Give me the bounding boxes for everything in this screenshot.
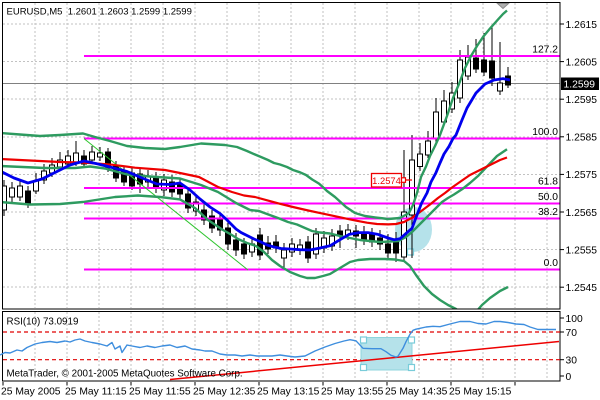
svg-text:1.2615: 1.2615 bbox=[566, 20, 598, 31]
svg-text:30: 30 bbox=[566, 356, 578, 367]
svg-text:1.2605: 1.2605 bbox=[566, 57, 598, 68]
svg-text:MetaTrader, © 2001-2005 MetaQu: MetaTrader, © 2001-2005 MetaQuotes Softw… bbox=[7, 369, 243, 380]
svg-text:1.2545: 1.2545 bbox=[566, 283, 598, 294]
svg-text:127.2: 127.2 bbox=[532, 45, 558, 56]
svg-text:25 May 12:35: 25 May 12:35 bbox=[193, 387, 256, 398]
svg-text:1.2574: 1.2574 bbox=[372, 175, 401, 186]
svg-text:61.8: 61.8 bbox=[538, 177, 558, 188]
svg-text:1.2555: 1.2555 bbox=[566, 245, 598, 256]
svg-text:25 May 2005: 25 May 2005 bbox=[1, 387, 61, 398]
svg-text:25 May 15:15: 25 May 15:15 bbox=[449, 387, 512, 398]
svg-text:1.2565: 1.2565 bbox=[566, 208, 598, 219]
svg-text:25 May 13:15: 25 May 13:15 bbox=[257, 387, 320, 398]
svg-text:1.2575: 1.2575 bbox=[566, 170, 598, 181]
svg-text:50.0: 50.0 bbox=[538, 192, 558, 203]
svg-text:70: 70 bbox=[566, 328, 578, 339]
svg-text:25 May 11:15: 25 May 11:15 bbox=[65, 387, 127, 398]
svg-text:1.2595: 1.2595 bbox=[566, 95, 598, 106]
svg-text:100.0: 100.0 bbox=[532, 127, 558, 138]
svg-text:25 May 14:35: 25 May 14:35 bbox=[385, 387, 448, 398]
svg-text:38.2: 38.2 bbox=[538, 207, 558, 218]
svg-text:0.0: 0.0 bbox=[544, 258, 559, 269]
svg-text:25 May 13:55: 25 May 13:55 bbox=[321, 387, 384, 398]
svg-text:EURUSD,M5 1.2601 1.2603 1.259: EURUSD,M5 1.2601 1.2603 1.2599 1.2599 bbox=[7, 7, 192, 18]
svg-text:RSI(10) 73.0919: RSI(10) 73.0919 bbox=[7, 317, 79, 328]
svg-text:25 May 11:55: 25 May 11:55 bbox=[129, 387, 191, 398]
svg-text:100: 100 bbox=[566, 314, 583, 325]
svg-text:1.2585: 1.2585 bbox=[566, 133, 598, 144]
svg-text:0: 0 bbox=[566, 372, 572, 383]
svg-text:1.2599: 1.2599 bbox=[564, 79, 596, 90]
